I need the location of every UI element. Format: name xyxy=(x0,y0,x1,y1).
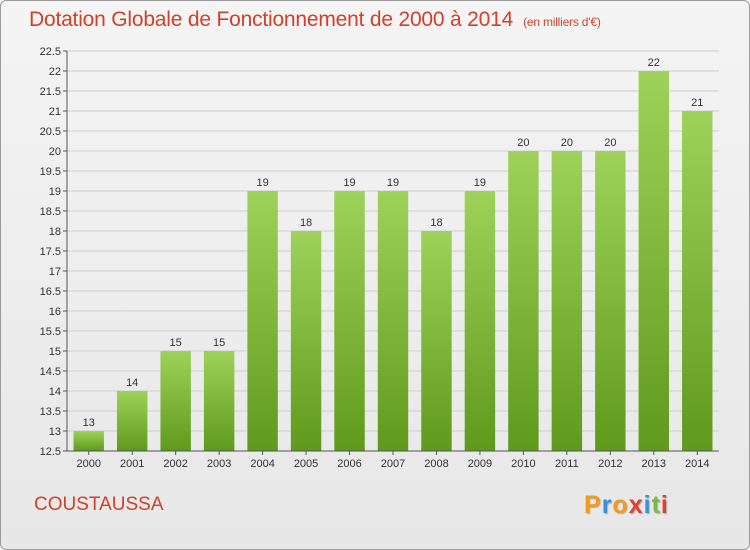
x-tick-label: 2007 xyxy=(381,458,405,470)
bar-2010 xyxy=(508,151,539,451)
chart-subtitle: (en milliers d'€) xyxy=(523,15,601,29)
value-label: 13 xyxy=(83,417,95,429)
value-label: 19 xyxy=(256,177,268,189)
y-tick-label: 16 xyxy=(49,306,61,318)
x-tick-label: 2008 xyxy=(424,458,448,470)
value-label: 18 xyxy=(430,217,442,229)
y-tick-label: 21 xyxy=(49,106,61,118)
y-tick-label: 22.5 xyxy=(40,46,61,58)
y-tick-label: 13 xyxy=(49,426,61,438)
y-tick-label: 13.5 xyxy=(40,406,61,418)
y-tick-label: 22 xyxy=(49,66,61,78)
value-label: 14 xyxy=(126,377,138,389)
logo-letter: i xyxy=(643,491,652,519)
x-tick-label: 2010 xyxy=(511,458,535,470)
bar-2007 xyxy=(377,191,409,451)
x-tick-label: 2005 xyxy=(294,458,318,470)
x-tick-label: 2000 xyxy=(76,458,100,470)
y-tick-label: 15.5 xyxy=(40,326,61,338)
y-tick-label: 14.5 xyxy=(40,366,61,378)
x-tick-label: 2012 xyxy=(598,458,622,470)
value-label: 19 xyxy=(343,177,355,189)
bar-2009 xyxy=(464,191,496,451)
y-tick-label: 20.5 xyxy=(40,126,61,138)
value-label: 20 xyxy=(561,137,573,149)
bar-2013 xyxy=(638,71,670,451)
y-tick-label: 15 xyxy=(49,346,61,358)
axes: 12.5 13 13.5 14 14.5 15 15.5 16 16.5 17 17.5 18 18.5… xyxy=(40,46,719,470)
bar-2005 xyxy=(290,231,322,451)
x-tick-label: 2014 xyxy=(685,458,709,470)
logo-letter: o xyxy=(612,491,629,519)
logo-letter: i xyxy=(660,491,669,519)
bar-2006 xyxy=(334,191,365,451)
value-label: 20 xyxy=(604,137,616,149)
x-tick-label: 2004 xyxy=(250,458,274,470)
y-tick-label: 14 xyxy=(49,386,61,398)
x-tick-label: 2003 xyxy=(207,458,231,470)
y-tick-label: 17 xyxy=(49,266,61,278)
value-label: 22 xyxy=(648,57,660,69)
bar-2002 xyxy=(160,351,191,451)
value-label: 20 xyxy=(517,137,529,149)
y-tick-label: 21.5 xyxy=(40,86,61,98)
x-tick-label: 2013 xyxy=(642,458,666,470)
y-tick-label: 18.5 xyxy=(40,206,61,218)
value-label: 18 xyxy=(300,217,312,229)
y-tick-label: 19 xyxy=(49,186,61,198)
x-tick-label: 2011 xyxy=(555,458,579,470)
y-tick-label: 18 xyxy=(49,226,61,238)
bar-2003 xyxy=(203,351,235,451)
y-tick-label: 20 xyxy=(49,146,61,158)
y-tick-label: 16.5 xyxy=(40,286,61,298)
proxiti-logo[interactable]: Proxiti xyxy=(584,491,669,520)
logo-letter: x xyxy=(628,491,644,519)
y-tick-label: 19.5 xyxy=(40,166,61,178)
bar-2011 xyxy=(551,151,583,451)
value-label: 19 xyxy=(474,177,486,189)
x-tick-label: 2009 xyxy=(468,458,492,470)
value-label: 21 xyxy=(691,97,703,109)
place-name: COUSTAUSSA xyxy=(34,494,164,515)
logo-letter: r xyxy=(601,491,613,519)
y-tick-label: 17.5 xyxy=(40,246,61,258)
x-tick-label: 2001 xyxy=(120,458,144,470)
bar-2000 xyxy=(73,431,104,451)
bar-2001 xyxy=(116,391,148,451)
bar-2008 xyxy=(421,231,452,451)
x-tick-label: 2002 xyxy=(163,458,187,470)
x-tick-label: 2006 xyxy=(337,458,361,470)
logo-letter: P xyxy=(584,491,602,519)
value-label: 15 xyxy=(213,337,225,349)
logo-letter: t xyxy=(651,491,661,519)
title-text: Dotation Globale de Fonctionnement de 20… xyxy=(29,8,514,31)
bar-2014 xyxy=(682,111,713,451)
bars: 13 14 15 15 19 18 19 19 18 19 20 20 20 22 21 xyxy=(73,57,713,451)
value-label: 19 xyxy=(387,177,399,189)
value-label: 15 xyxy=(170,337,182,349)
bar-2004 xyxy=(247,191,278,451)
bar-2012 xyxy=(595,151,626,451)
chart-title: Dotation Globale de Fonctionnement de 20… xyxy=(29,8,601,32)
y-tick-label: 12.5 xyxy=(40,446,61,458)
